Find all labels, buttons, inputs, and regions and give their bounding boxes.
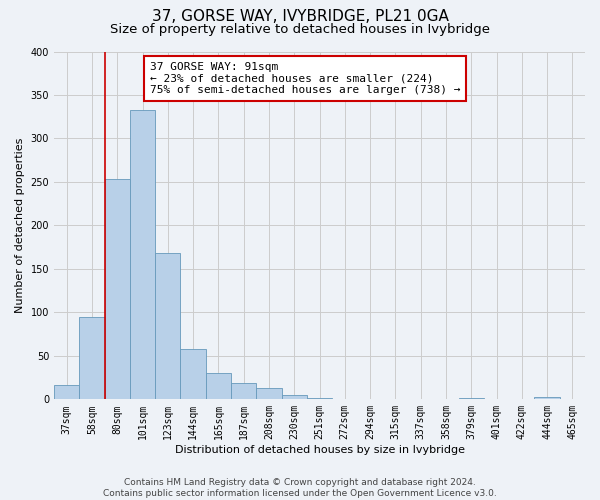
Bar	[307, 398, 332, 400]
Bar	[104, 180, 130, 400]
Bar	[206, 373, 231, 400]
Text: Contains HM Land Registry data © Crown copyright and database right 2024.
Contai: Contains HM Land Registry data © Crown c…	[103, 478, 497, 498]
Bar	[155, 253, 181, 400]
Text: Size of property relative to detached houses in Ivybridge: Size of property relative to detached ho…	[110, 22, 490, 36]
X-axis label: Distribution of detached houses by size in Ivybridge: Distribution of detached houses by size …	[175, 445, 464, 455]
Y-axis label: Number of detached properties: Number of detached properties	[15, 138, 25, 313]
Bar	[535, 396, 560, 400]
Bar	[256, 388, 281, 400]
Bar	[458, 398, 484, 400]
Bar	[54, 384, 79, 400]
Bar	[281, 395, 307, 400]
Bar	[231, 383, 256, 400]
Text: 37 GORSE WAY: 91sqm
← 23% of detached houses are smaller (224)
75% of semi-detac: 37 GORSE WAY: 91sqm ← 23% of detached ho…	[149, 62, 460, 95]
Bar	[130, 110, 155, 400]
Bar	[181, 349, 206, 400]
Bar	[79, 316, 104, 400]
Text: 37, GORSE WAY, IVYBRIDGE, PL21 0GA: 37, GORSE WAY, IVYBRIDGE, PL21 0GA	[152, 9, 448, 24]
